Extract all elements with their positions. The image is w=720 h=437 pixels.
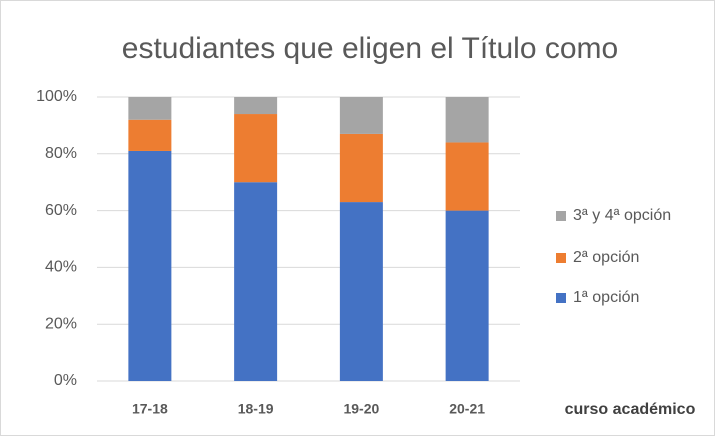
- x-axis-title: curso académico: [565, 401, 696, 418]
- legend-swatch: [556, 293, 566, 303]
- x-tick-label: 19-20: [343, 401, 379, 417]
- bar-segment: [339, 133, 383, 203]
- y-tick-label: 0%: [54, 372, 77, 389]
- legend-label: 2ª opción: [573, 249, 639, 266]
- bar-segment: [128, 119, 172, 151]
- bar-segment: [445, 210, 489, 381]
- y-tick-label: 80%: [45, 145, 77, 162]
- y-tick-label: 40%: [45, 259, 77, 276]
- bar-segment: [339, 202, 383, 381]
- bar-segment: [234, 182, 278, 381]
- bar-segment: [128, 150, 172, 381]
- x-tick-label: 18-19: [238, 401, 274, 417]
- bar-segment: [234, 97, 278, 115]
- bar-segment: [445, 97, 489, 143]
- legend-swatch: [556, 253, 566, 263]
- bar-segment: [234, 114, 278, 183]
- bar-segment: [128, 97, 172, 120]
- legend-label: 3ª y 4ª opción: [573, 207, 671, 224]
- bar-segment: [339, 97, 383, 134]
- y-tick-label: 20%: [45, 315, 77, 332]
- legend-swatch: [556, 211, 566, 221]
- x-tick-label: 17-18: [132, 401, 168, 417]
- legend-label: 1ª opción: [573, 289, 639, 306]
- x-tick-label: 20-21: [449, 401, 485, 417]
- y-tick-label: 60%: [45, 202, 77, 219]
- bar-segment: [445, 142, 489, 211]
- y-tick-label: 100%: [36, 88, 77, 105]
- chart-title: estudiantes que eligen el Título como: [122, 32, 618, 65]
